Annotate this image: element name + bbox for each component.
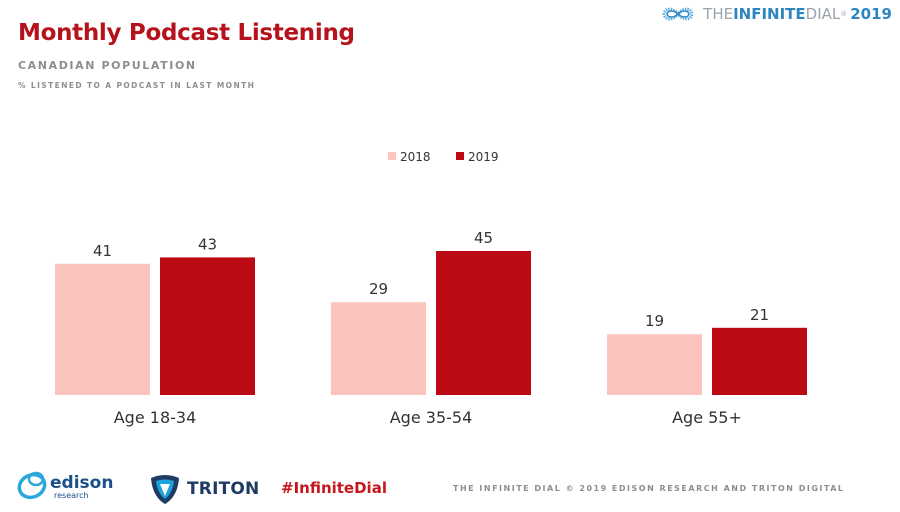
brand-year: 2019: [850, 5, 892, 23]
triton-logo: TRITON: [148, 472, 260, 506]
bar-2019-0: [160, 257, 255, 395]
edison-logo-sub: research: [54, 491, 89, 500]
brand-prefix: THE: [703, 5, 734, 23]
chart-title: Monthly Podcast Listening: [18, 20, 355, 46]
data-label-2018-2: 19: [645, 312, 664, 330]
category-label-1: Age 35-54: [390, 408, 473, 427]
category-label-2: Age 55+: [672, 408, 742, 427]
legend-label-2018: 2018: [400, 150, 431, 164]
legend-swatch-2019: [456, 152, 464, 160]
edison-swirl-icon: [17, 471, 47, 500]
chart-subtitle: CANADIAN POPULATION: [18, 59, 197, 72]
data-label-2018-1: 29: [369, 280, 388, 298]
hashtag-label: #InfiniteDial: [281, 479, 387, 497]
brand-suffix: DIAL: [805, 5, 841, 23]
copyright-text: THE INFINITE DIAL © 2019 EDISON RESEARCH…: [453, 484, 845, 493]
infinite-dial-brand: THE INFINITE DIAL ® 2019: [659, 5, 892, 23]
edison-research-logo: edison research: [16, 466, 113, 502]
triton-shield-icon: [151, 475, 179, 504]
bar-2019-1: [436, 251, 531, 395]
edison-logo-name: edison: [50, 473, 114, 493]
brand-registered-mark: ®: [840, 10, 848, 18]
chart-note: % LISTENED TO A PODCAST IN LAST MONTH: [18, 81, 256, 90]
category-label-0: Age 18-34: [114, 408, 197, 427]
data-label-2018-0: 41: [93, 242, 112, 260]
triton-logo-name: TRITON: [187, 479, 260, 499]
bar-2018-2: [607, 334, 702, 395]
bar-2018-0: [55, 263, 150, 395]
infinity-logo-icon: [662, 7, 694, 21]
bar-2018-1: [331, 302, 426, 395]
legend-label-2019: 2019: [468, 150, 499, 164]
data-label-2019-0: 43: [198, 235, 217, 253]
brand-highlight: INFINITE: [733, 5, 806, 23]
bar-2019-2: [712, 327, 807, 395]
legend-swatch-2018: [388, 152, 396, 160]
data-label-2019-1: 45: [474, 229, 493, 247]
data-label-2019-2: 21: [750, 306, 769, 324]
bar-chart: 2018 2019 41 43 Age 18-34 29 45 Age 35-54 19 21 Ag…: [55, 150, 807, 427]
